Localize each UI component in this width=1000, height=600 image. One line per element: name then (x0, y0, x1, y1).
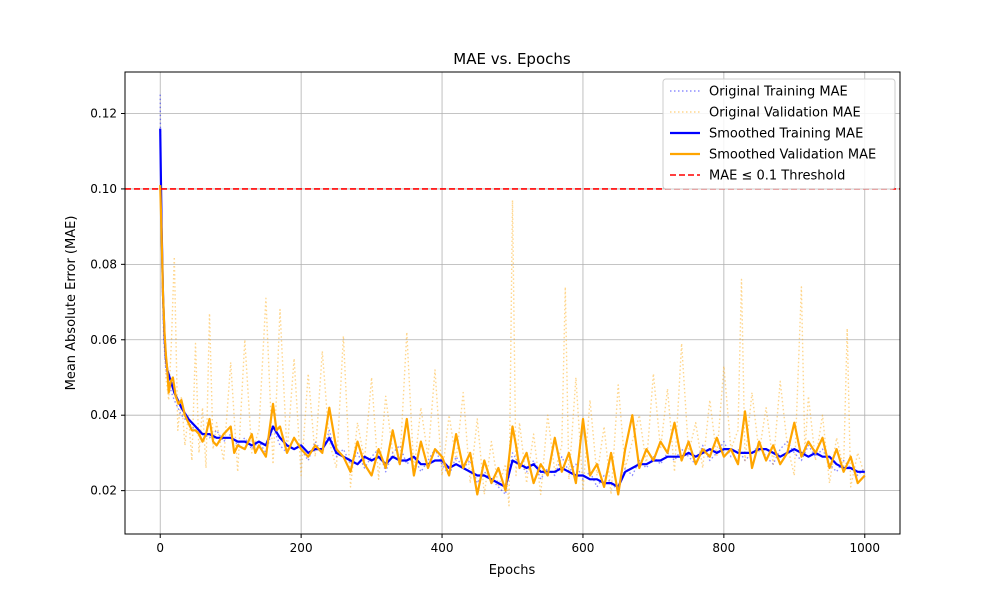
y-tick-label: 0.02 (90, 484, 117, 498)
y-tick-label: 0.08 (90, 257, 117, 271)
series-line-smoothed-validation-mae (159, 185, 866, 496)
axis-ticks: 0 200 400 600 800 1000 0.02 0.04 0.06 0.08 0.10 0.1… (90, 106, 880, 555)
x-axis-label: Epochs (489, 563, 536, 578)
legend-label: Smoothed Training MAE (709, 127, 863, 142)
series-line-original-validation-mae (159, 185, 866, 507)
x-tick-label: 800 (712, 541, 735, 555)
x-tick-label: 0 (156, 541, 164, 555)
y-tick-label: 0.10 (90, 182, 117, 196)
plot-frame (124, 71, 901, 535)
x-tick-label: 1000 (849, 541, 880, 555)
y-tick-label: 0.12 (90, 106, 117, 120)
y-tick-label: 0.04 (90, 408, 117, 422)
legend-label: Original Training MAE (709, 85, 848, 100)
legend-items: Original Training MAE Original Validation… (670, 85, 876, 184)
chart-title: MAE vs. Epochs (453, 50, 571, 68)
x-tick-label: 600 (572, 541, 595, 555)
x-tick-label: 200 (290, 541, 313, 555)
series-line-original-training-mae (159, 94, 866, 496)
legend-label: MAE ≤ 0.1 Threshold (709, 169, 845, 184)
series-lines (159, 94, 866, 507)
legend: Original Training MAE Original Validation… (662, 78, 896, 190)
legend-label: Original Validation MAE (709, 106, 861, 121)
y-axis-label: Mean Absolute Error (MAE) (64, 216, 79, 391)
x-tick-label: 400 (431, 541, 454, 555)
y-tick-label: 0.06 (90, 333, 117, 347)
legend-box (662, 78, 896, 190)
legend-label: Smoothed Validation MAE (709, 148, 876, 163)
